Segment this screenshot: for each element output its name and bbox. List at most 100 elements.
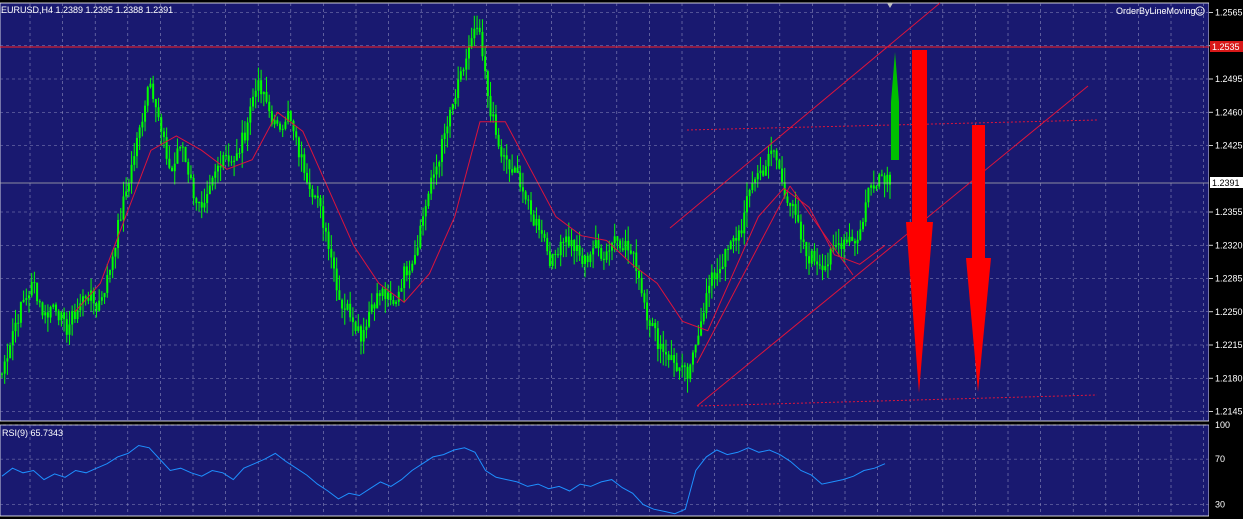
- candle-body: [551, 253, 554, 266]
- candle-body: [543, 233, 546, 238]
- candle-body: [254, 90, 257, 97]
- price-axis-area: [1209, 0, 1243, 519]
- candle-body: [713, 272, 716, 280]
- candle-body: [33, 282, 36, 284]
- candle-body: [305, 172, 308, 183]
- candle-body: [330, 248, 333, 258]
- candle-body: [332, 257, 335, 269]
- candle-body: [308, 182, 311, 189]
- candle-body: [30, 282, 33, 296]
- candle-body: [46, 312, 49, 318]
- candle-body: [171, 167, 174, 172]
- candle-body: [781, 168, 784, 183]
- candle-body: [662, 343, 665, 352]
- candle-body: [494, 114, 497, 135]
- candle-body: [829, 248, 832, 265]
- candle-body: [230, 161, 233, 163]
- candle-body: [260, 80, 263, 95]
- candle-body: [438, 161, 441, 167]
- candle-body: [289, 111, 292, 121]
- order-line-price-tag: [1210, 41, 1243, 52]
- candle-body: [422, 216, 425, 226]
- candle-body: [92, 290, 95, 304]
- down-arrow-shaft: [972, 125, 985, 260]
- candle-body: [284, 121, 287, 129]
- candle-body: [430, 177, 433, 194]
- candle-body: [632, 252, 635, 254]
- price-tick-label: 1.2180: [1215, 373, 1243, 383]
- candle-body: [297, 137, 300, 158]
- candle-body: [689, 364, 692, 379]
- candle-body: [835, 245, 838, 247]
- candle-body: [586, 255, 589, 263]
- candle-body: [135, 137, 138, 157]
- price-tick-label: 1.2425: [1215, 141, 1243, 151]
- candle-body: [27, 295, 30, 299]
- candle-body: [338, 290, 341, 300]
- candle-body: [513, 167, 516, 173]
- candle-body: [130, 164, 133, 184]
- candle-body: [772, 150, 775, 152]
- candle-body: [111, 256, 114, 270]
- candle-body: [273, 120, 276, 125]
- candle-body: [594, 240, 597, 249]
- candle-body: [235, 153, 238, 161]
- candle-body: [851, 236, 854, 242]
- candle-body: [735, 238, 738, 241]
- candle-body: [311, 188, 314, 198]
- candle-body: [789, 202, 792, 207]
- candle-body: [519, 172, 522, 188]
- candle-body: [621, 248, 624, 251]
- candle-body: [743, 212, 746, 234]
- candle-body: [81, 296, 84, 304]
- candle-body: [411, 263, 414, 271]
- candle-body: [802, 239, 805, 243]
- candle-body: [262, 91, 265, 95]
- candle-body: [440, 138, 443, 162]
- candle-body: [740, 230, 743, 234]
- candle-body: [63, 312, 66, 320]
- candle-body: [845, 239, 848, 243]
- candle-body: [189, 174, 192, 179]
- candle-body: [427, 193, 430, 207]
- candle-body: [138, 127, 141, 138]
- candle-body: [821, 265, 824, 271]
- candle-body: [737, 230, 740, 241]
- rsi-line: [1, 444, 886, 515]
- candle-body: [840, 243, 843, 250]
- candle-body: [578, 245, 581, 256]
- candle-body: [249, 106, 252, 123]
- candle-body: [718, 268, 721, 274]
- candle-body: [597, 240, 600, 249]
- candle-body: [327, 231, 330, 249]
- candle-body: [314, 195, 317, 198]
- candle-body: [659, 343, 662, 349]
- candle-body: [389, 292, 392, 300]
- candle-body: [405, 266, 408, 276]
- candle-body: [476, 27, 479, 29]
- candle-body: [681, 365, 684, 368]
- candle-body: [252, 96, 255, 107]
- candle-body: [354, 322, 357, 331]
- candle-body: [222, 155, 225, 168]
- candle-body: [799, 221, 802, 240]
- candle-body: [376, 293, 379, 309]
- candle-body: [373, 304, 376, 309]
- candle-body: [702, 312, 705, 322]
- price-tick-label: 1.2320: [1215, 240, 1243, 250]
- candle-body: [192, 178, 195, 199]
- candle-body: [575, 245, 578, 252]
- candle-body: [530, 200, 533, 215]
- candle-body: [524, 191, 527, 200]
- candle-body: [119, 219, 122, 221]
- candle-body: [678, 367, 681, 371]
- candle-body: [511, 169, 514, 173]
- candle-body: [181, 146, 184, 148]
- down-arrow-icon: [966, 258, 991, 392]
- rsi-tick-label: 70: [1215, 454, 1225, 464]
- price-tick-label: 1.2495: [1215, 74, 1243, 84]
- candle-body: [457, 79, 460, 99]
- channel-lower-line: [696, 85, 1089, 407]
